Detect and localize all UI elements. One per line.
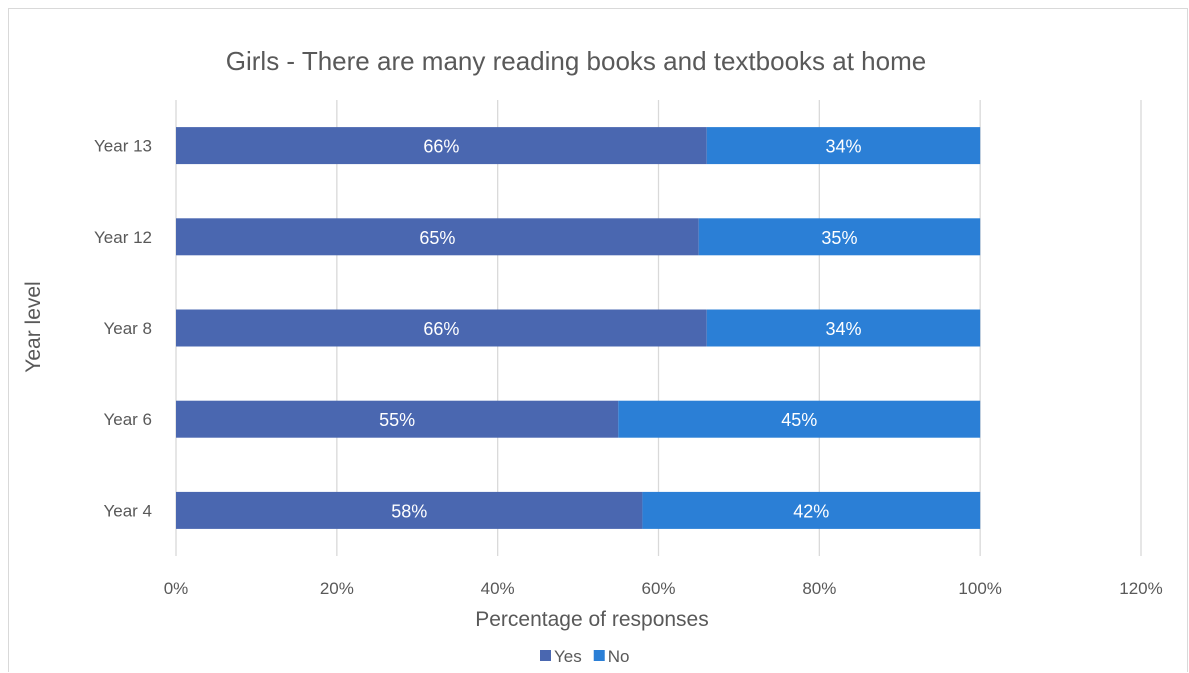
legend-swatch: [540, 650, 551, 661]
x-tick-label: 60%: [641, 579, 675, 598]
bar-yes: [176, 309, 707, 347]
x-tick-label: 20%: [320, 579, 354, 598]
legend-label: No: [608, 647, 630, 666]
bar-no: [706, 127, 981, 165]
y-tick-label: Year 12: [94, 228, 152, 247]
data-label: 34%: [825, 137, 861, 157]
bar-no: [642, 491, 981, 529]
data-label: 66%: [423, 137, 459, 157]
data-label: 65%: [419, 228, 455, 248]
bar-yes: [176, 491, 643, 529]
bar-yes: [176, 127, 707, 165]
x-tick-label: 0%: [164, 579, 189, 598]
bar-labels: 66% 34% 65% 35% 66% 34% 55% 45% 58% 42%: [379, 137, 861, 522]
y-tick-label: Year 6: [103, 410, 152, 429]
data-label: 34%: [825, 319, 861, 339]
legend-swatch: [593, 650, 605, 661]
x-axis-ticks: 0% 20% 40% 60% 80% 100% 120%: [164, 579, 1163, 598]
bar-yes: [176, 400, 619, 438]
bars: [176, 127, 981, 529]
data-label: 66%: [423, 319, 459, 339]
bar-no: [698, 218, 981, 256]
bar-no: [706, 309, 981, 347]
chart-title: Girls - There are many reading books and…: [226, 46, 926, 76]
x-tick-label: 80%: [802, 579, 836, 598]
legend: Yes No: [540, 647, 629, 666]
bar-yes: [176, 218, 699, 256]
y-axis-title: Year level: [22, 281, 45, 372]
y-tick-label: Year 4: [103, 501, 152, 520]
y-tick-label: Year 13: [94, 137, 152, 156]
x-axis-title: Percentage of responses: [475, 608, 708, 631]
x-tick-label: 100%: [958, 579, 1001, 598]
y-tick-label: Year 8: [103, 319, 152, 338]
data-label: 35%: [821, 228, 857, 248]
data-label: 58%: [391, 501, 427, 521]
bar-no: [618, 400, 981, 438]
data-label: 42%: [793, 501, 829, 521]
x-tick-label: 120%: [1119, 579, 1162, 598]
data-label: 55%: [379, 410, 415, 430]
legend-label: Yes: [554, 647, 582, 666]
x-tick-label: 40%: [481, 579, 515, 598]
y-axis-ticks: Year 13 Year 12 Year 8 Year 6 Year 4: [94, 137, 152, 521]
data-label: 45%: [781, 410, 817, 430]
